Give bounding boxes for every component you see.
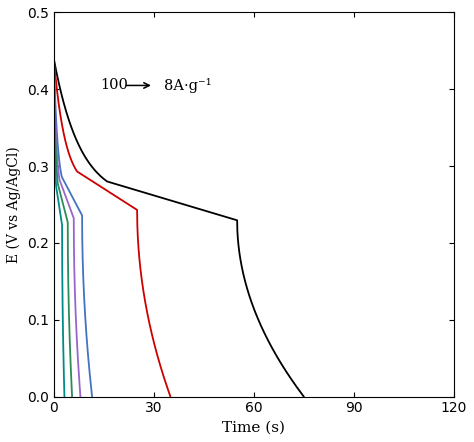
X-axis label: Time (s): Time (s) <box>222 421 285 435</box>
Text: 8A·g⁻¹: 8A·g⁻¹ <box>164 78 211 93</box>
Text: 100: 100 <box>100 78 128 92</box>
Y-axis label: E (V vs Ag/AgCl): E (V vs Ag/AgCl) <box>7 146 21 263</box>
